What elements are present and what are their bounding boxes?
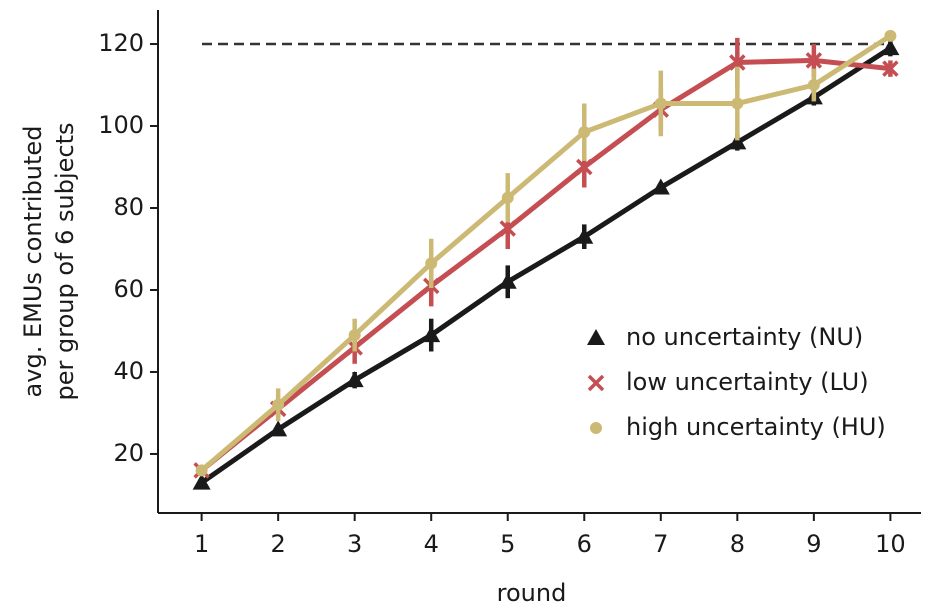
data-point	[272, 398, 285, 411]
data-point	[728, 133, 747, 150]
data-point	[345, 371, 364, 388]
data-point	[807, 79, 820, 92]
x-tick-label: 2	[271, 530, 286, 558]
legend-label: low uncertainty (LU)	[626, 368, 869, 396]
data-point	[881, 39, 900, 56]
x-tick-label: 3	[347, 530, 362, 558]
x-tick-label: 10	[875, 530, 906, 558]
data-point	[654, 97, 667, 110]
data-point	[499, 220, 516, 237]
data-point	[425, 257, 438, 270]
legend-marker	[587, 329, 605, 345]
data-point	[576, 158, 593, 176]
legend-marker	[590, 422, 602, 434]
y-tick-label: 100	[98, 111, 144, 139]
y-tick-label: 20	[113, 439, 144, 467]
series-line	[200, 46, 892, 485]
legend-label: high uncertainty (HU)	[626, 413, 886, 441]
data-point	[498, 272, 517, 289]
data-point	[882, 60, 899, 77]
data-point	[805, 52, 823, 69]
data-point	[578, 126, 591, 139]
data-point	[731, 97, 744, 110]
data-point	[422, 326, 441, 343]
x-axis-label: round	[497, 579, 567, 607]
data-point	[348, 329, 361, 342]
x-tick-label: 6	[577, 530, 592, 558]
x-tick-label: 9	[806, 530, 821, 558]
legend-marker	[587, 374, 605, 392]
data-point	[195, 464, 208, 477]
data-point	[501, 191, 514, 204]
x-tick-label: 5	[500, 530, 515, 558]
y-axis-label: avg. EMUs contributed	[19, 126, 47, 398]
y-axis-label: per group of 6 subjects	[51, 123, 79, 401]
x-tick-label: 7	[653, 530, 668, 558]
legend-label: no uncertainty (NU)	[626, 323, 863, 351]
y-tick-label: 40	[113, 357, 144, 385]
y-tick-label: 120	[98, 29, 144, 57]
x-tick-label: 4	[424, 530, 439, 558]
data-point	[192, 473, 211, 490]
data-point	[269, 420, 288, 437]
y-tick-label: 60	[113, 275, 144, 303]
series-line	[199, 33, 892, 473]
y-tick-label: 80	[113, 193, 144, 221]
data-point	[729, 54, 746, 71]
x-tick-label: 1	[194, 530, 209, 558]
data-point	[884, 29, 897, 42]
series-line	[200, 57, 891, 473]
x-tick-label: 8	[730, 530, 745, 558]
data-point	[575, 227, 594, 244]
data-point	[651, 178, 670, 195]
